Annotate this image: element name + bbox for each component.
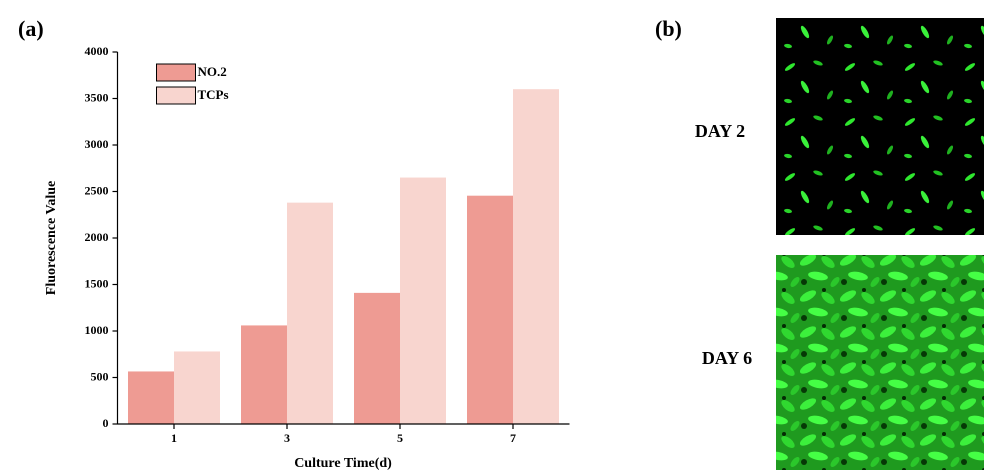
x-tick-label: 1 [171,431,177,445]
legend-swatch [157,87,196,104]
bar [513,89,559,424]
bar [400,178,446,424]
plot: 0 500 1000 1500 2000 2500 3000 3500 4000 1 3 5 7 NO.2… [85,44,570,445]
x-tick-label: 3 [284,431,290,445]
y-tick-label: 0 [103,416,109,430]
bar [287,203,333,424]
panel-label: (b) [655,16,682,41]
image-label: DAY 2 [695,121,745,141]
y-tick-label: 1000 [85,323,109,337]
y-tick-label: 1500 [85,276,109,290]
legend-swatch [157,64,196,81]
micrograph [776,255,984,470]
y-tick-label: 3500 [85,90,109,104]
bar [241,325,287,424]
panel-label: (a) [18,16,44,41]
y-tick-label: 2000 [85,230,109,244]
image-label: DAY 6 [702,348,752,368]
bar [128,371,174,424]
figure: (a) (b) DAY 2 DAY 6 Fluorescence Value C… [0,0,984,470]
x-axis-label: Culture Time(d) [294,456,392,470]
bar [174,351,220,424]
y-tick-label: 2500 [85,183,109,197]
micrograph [776,18,984,235]
bar [467,196,513,424]
bar [354,293,400,424]
y-axis-label: Fluorescence Value [44,181,59,295]
y-tick-label: 4000 [85,44,109,58]
x-tick-label: 5 [397,431,403,445]
legend-label: TCPs [198,87,229,102]
x-tick-label: 7 [510,431,516,445]
y-tick-label: 500 [91,369,109,383]
legend-label: NO.2 [198,64,227,79]
y-tick-label: 3000 [85,137,109,151]
